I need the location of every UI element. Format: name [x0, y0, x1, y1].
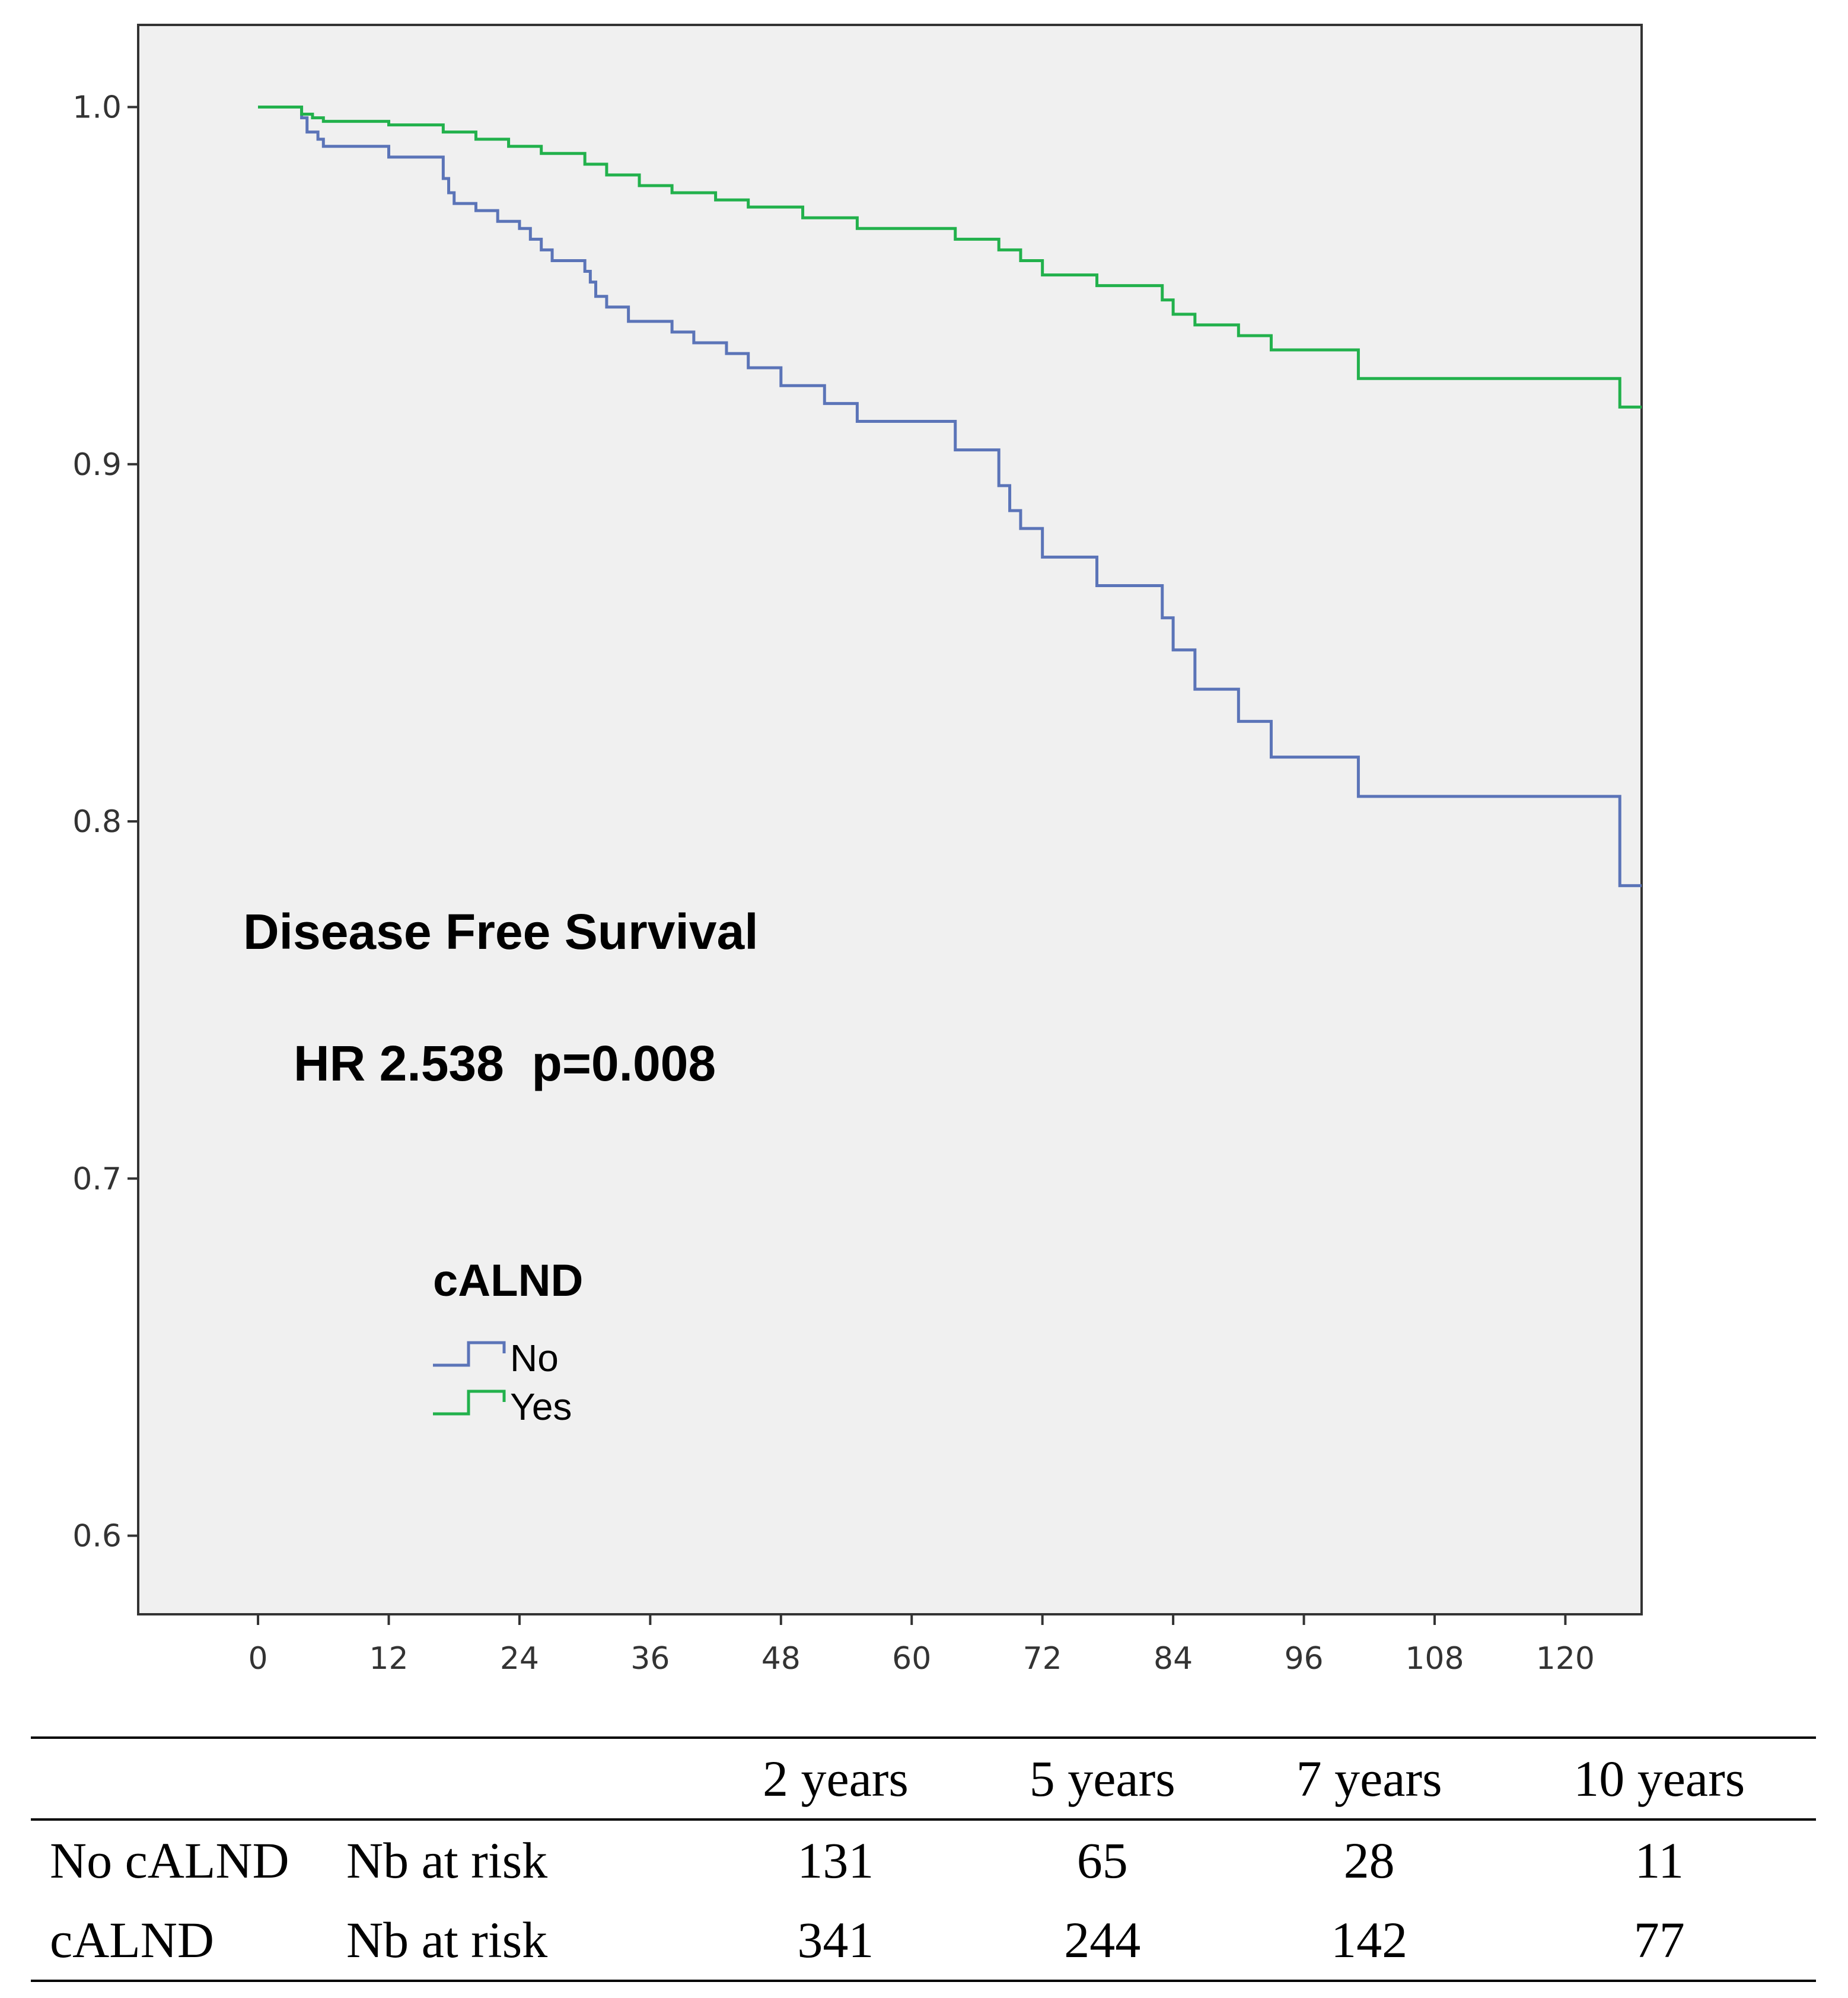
- risk-cell: 341: [797, 1911, 874, 1968]
- risk-cell: 65: [1076, 1832, 1128, 1889]
- legend-yes-swatch: [433, 1390, 506, 1416]
- risk-header-7-years: 7 years: [1296, 1750, 1442, 1807]
- y-tick-label: 1.0: [72, 90, 122, 126]
- risk-header-blank-1: [31, 1738, 346, 1819]
- legend-title: cALND: [433, 1255, 583, 1306]
- risk-header-2-years: 2 years: [762, 1750, 909, 1807]
- y-axis: 0.6 0.7 0.8 0.9 1.0: [72, 90, 138, 1554]
- plot-area: [137, 24, 1643, 1615]
- risk-cell: 142: [1331, 1911, 1408, 1968]
- curve-yes: [258, 106, 1642, 409]
- risk-row-label: Nb at risk: [346, 1911, 548, 1968]
- y-tick-label: 0.7: [72, 1161, 122, 1197]
- x-tick-label: 36: [630, 1641, 670, 1677]
- x-tick-label: 12: [369, 1641, 408, 1677]
- x-tick-label: 84: [1154, 1641, 1193, 1677]
- risk-table: 2 years 5 years 7 years 10 years No cALN…: [31, 1736, 1816, 1982]
- x-axis: 0 12 24 36 48 60 72 84 96 108 120: [248, 1614, 1595, 1677]
- y-tick-label: 0.8: [72, 804, 122, 840]
- x-tick-label: 24: [500, 1641, 539, 1677]
- risk-header-blank-2: [346, 1738, 702, 1819]
- risk-cell: 11: [1634, 1832, 1684, 1889]
- legend-no-label: No: [510, 1337, 559, 1379]
- x-tick-label: 72: [1023, 1641, 1062, 1677]
- risk-cell: 131: [797, 1832, 874, 1889]
- risk-row-group: cALND: [50, 1911, 215, 1968]
- legend-no-swatch: [433, 1341, 506, 1367]
- risk-row-group: No cALND: [50, 1832, 289, 1889]
- risk-table-header: 2 years 5 years 7 years 10 years: [31, 1738, 1816, 1819]
- risk-cell: 244: [1064, 1911, 1141, 1968]
- x-tick-label: 60: [892, 1641, 931, 1677]
- x-tick-label: 108: [1405, 1641, 1464, 1677]
- risk-row-calnd: cALND Nb at risk 341 244 142 77: [31, 1900, 1816, 1981]
- legend-yes-label: Yes: [510, 1385, 572, 1428]
- risk-header-5-years: 5 years: [1029, 1750, 1175, 1807]
- x-tick-label: 96: [1284, 1641, 1323, 1677]
- risk-row-label: Nb at risk: [346, 1832, 548, 1889]
- survival-chart: 0.60.70.80.91.0 0 12 24 36 48 60 72 84 96 108 120 …: [72, 24, 1643, 1677]
- x-tick-label: 0: [248, 1641, 268, 1677]
- legend: cALND No Yes: [433, 1255, 583, 1428]
- x-tick-label: 120: [1536, 1641, 1595, 1677]
- y-tick-label: 0.6: [72, 1519, 122, 1554]
- survival-curves: [258, 106, 1642, 887]
- risk-header-10-years: 10 years: [1573, 1750, 1745, 1807]
- y-tick-label: 0.9: [72, 447, 122, 483]
- risk-row-no-calnd: No cALND Nb at risk 131 65 28 11: [31, 1819, 1816, 1900]
- risk-cell: 77: [1633, 1911, 1685, 1968]
- x-tick-label: 48: [761, 1641, 801, 1677]
- risk-cell: 28: [1343, 1832, 1395, 1889]
- hr-annotation: HR 2.538 p=0.008: [294, 1035, 716, 1091]
- curve-no: [258, 106, 1642, 887]
- chart-title: Disease Free Survival: [243, 904, 759, 960]
